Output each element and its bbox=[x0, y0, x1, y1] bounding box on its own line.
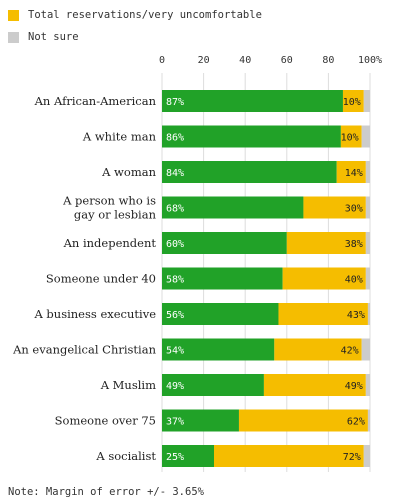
legend-swatch-not-sure bbox=[8, 31, 19, 43]
category-label: A white man bbox=[82, 130, 157, 144]
bar-segment-not-sure bbox=[363, 90, 370, 112]
bar-segment-not-sure bbox=[361, 125, 370, 148]
category-label: A woman bbox=[101, 165, 156, 179]
data-label: 40% bbox=[345, 275, 363, 286]
x-tick-label: 40 bbox=[239, 55, 251, 66]
data-label: 84% bbox=[166, 168, 184, 179]
legend-item-reservations: Total reservations/very uncomfortable bbox=[8, 8, 262, 22]
bar-segment-not-sure bbox=[361, 338, 370, 361]
data-label: 49% bbox=[166, 381, 184, 392]
bar-segment-not-sure bbox=[365, 196, 370, 219]
data-label: 68% bbox=[166, 204, 184, 215]
data-label: 62% bbox=[347, 417, 365, 428]
data-label: 30% bbox=[345, 204, 363, 215]
category-label: A Muslim bbox=[100, 378, 156, 392]
data-label: 72% bbox=[343, 452, 361, 463]
bar-segment-not-sure bbox=[367, 303, 370, 325]
data-label: 42% bbox=[341, 346, 359, 357]
legend-label-not-sure: Not sure bbox=[28, 31, 79, 43]
data-label: 54% bbox=[166, 346, 184, 357]
data-label: 49% bbox=[345, 381, 363, 392]
data-label: 58% bbox=[166, 275, 184, 286]
data-label: 87% bbox=[166, 97, 184, 108]
bar-segment-reservations bbox=[274, 338, 362, 361]
data-label: 14% bbox=[345, 168, 363, 179]
category-label: A socialist bbox=[95, 449, 156, 463]
bar-segment-not-sure bbox=[365, 374, 370, 396]
bar-segment-comfortable bbox=[162, 125, 341, 148]
data-label: 60% bbox=[166, 239, 184, 250]
data-label: 10% bbox=[341, 133, 359, 144]
data-label: 38% bbox=[345, 239, 363, 250]
x-tick-label: 0 bbox=[159, 55, 165, 66]
category-label: An independent bbox=[63, 236, 157, 250]
bar-segment-reservations bbox=[340, 125, 362, 148]
category-label: Someone over 75 bbox=[55, 414, 156, 428]
category-label: A business executive bbox=[33, 307, 156, 321]
bar-segment-comfortable bbox=[162, 374, 264, 396]
bar-segment-reservations bbox=[282, 267, 366, 290]
category-label: An evangelical Christian bbox=[12, 343, 157, 357]
x-tick-label: 100% bbox=[358, 55, 382, 66]
category-label: Someone under 40 bbox=[46, 272, 156, 286]
bar-segment-reservations bbox=[303, 196, 366, 219]
bar-segment-comfortable bbox=[162, 161, 337, 183]
bar-segment-not-sure bbox=[367, 409, 370, 432]
bar-segment-comfortable bbox=[162, 196, 304, 219]
bar-segment-not-sure bbox=[365, 267, 370, 290]
bar-segment-reservations bbox=[336, 161, 366, 183]
bar-segment-reservations bbox=[342, 90, 364, 112]
stacked-bar-chart: 0 20 40 60 80 100% An African-American 87% 10% A … bbox=[12, 55, 382, 472]
x-tick-label: 60 bbox=[281, 55, 293, 66]
data-label: 56% bbox=[166, 310, 184, 321]
x-tick-label: 80 bbox=[322, 55, 334, 66]
bar-segment-not-sure bbox=[365, 232, 370, 254]
bar-segment-comfortable bbox=[162, 232, 287, 254]
data-label: 43% bbox=[347, 310, 365, 321]
data-label: 25% bbox=[166, 452, 184, 463]
bar-segment-reservations bbox=[263, 374, 366, 396]
bar-segment-comfortable bbox=[162, 90, 343, 112]
bar-segment-not-sure bbox=[363, 445, 370, 467]
legend-item-not-sure: Not sure bbox=[8, 30, 79, 44]
bar-segment-comfortable bbox=[162, 303, 279, 325]
data-label: 86% bbox=[166, 133, 184, 144]
data-label: 37% bbox=[166, 417, 184, 428]
bar-segment-reservations bbox=[278, 303, 368, 325]
data-label: 10% bbox=[343, 97, 361, 108]
bar-segment-reservations bbox=[214, 445, 364, 467]
legend-label-reservations: Total reservations/very uncomfortable bbox=[28, 9, 262, 21]
bar-segment-reservations bbox=[238, 409, 368, 432]
category-label: A person who is gay or lesbian bbox=[62, 194, 157, 222]
category-label: An African-American bbox=[34, 94, 157, 108]
bar-segment-not-sure bbox=[365, 161, 370, 183]
legend-swatch-reservations bbox=[8, 9, 19, 21]
bar-segment-comfortable bbox=[162, 267, 283, 290]
footnote: Note: Margin of error +/- 3.65% bbox=[8, 486, 204, 498]
bar-segment-reservations bbox=[286, 232, 366, 254]
x-tick-label: 20 bbox=[198, 55, 210, 66]
bar-segment-comfortable bbox=[162, 445, 214, 467]
bar-segment-comfortable bbox=[162, 338, 275, 361]
bar-segment-comfortable bbox=[162, 409, 239, 432]
